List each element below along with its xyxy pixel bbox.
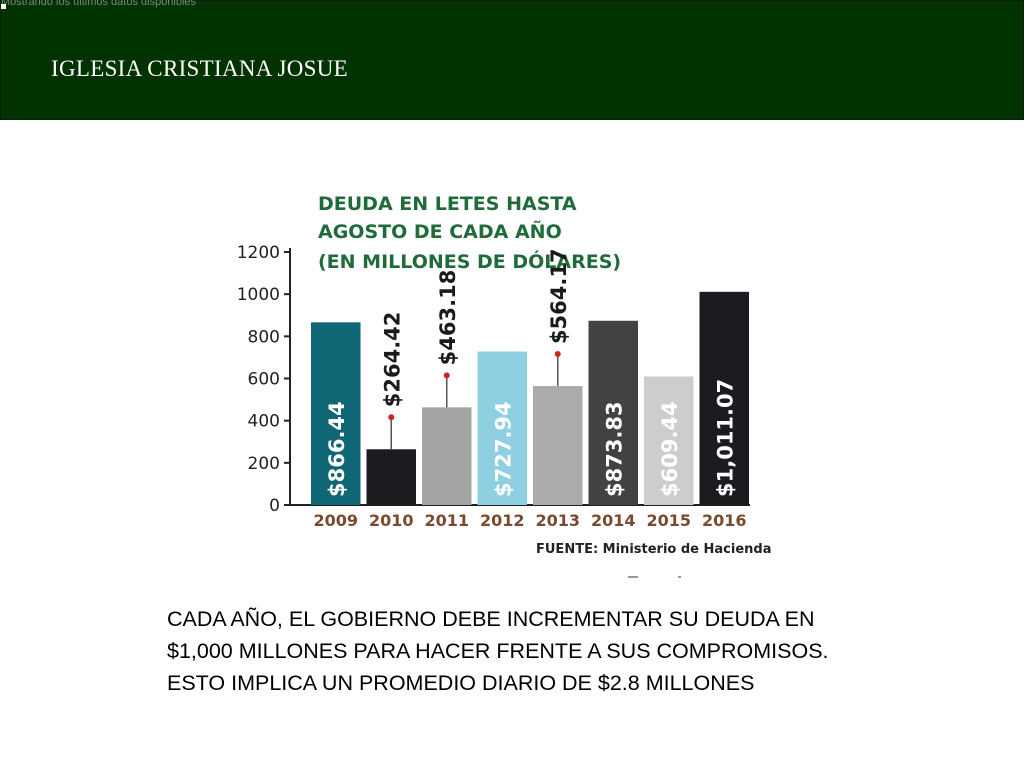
slide-title: IGLESIA CRISTIANA JOSUE bbox=[51, 56, 348, 81]
bar-2016 bbox=[699, 291, 749, 505]
value-label-2011: $463.18 bbox=[436, 270, 460, 366]
y-tick-label: 0 bbox=[269, 496, 280, 516]
value-label-2009: $866.44 bbox=[325, 401, 349, 497]
chart-source: FUENTE: Ministerio de Hacienda bbox=[536, 542, 771, 557]
value-label-dot bbox=[554, 351, 561, 358]
bar-2013 bbox=[533, 386, 583, 505]
category-label: 2015 bbox=[646, 511, 691, 530]
bar-2012 bbox=[477, 351, 527, 505]
category-label: 2011 bbox=[424, 511, 469, 530]
chart-title-line-1: DEUDA EN LETES HASTA bbox=[318, 193, 577, 215]
body-line-1: CADA AÑO, EL GOBIERNO DEBE INCREMENTAR S… bbox=[167, 607, 815, 631]
chart-bars: $866.44 $264.42 $463.18 $727.94 $564.17 $873.… bbox=[311, 248, 749, 505]
body-text: CADA AÑO, EL GOBIERNO DEBE INCREMENTAR S… bbox=[167, 603, 987, 699]
category-label: 2014 bbox=[591, 511, 636, 530]
bar-2015 bbox=[644, 376, 694, 505]
value-label-2013: $564.17 bbox=[547, 248, 571, 344]
debt-chart: DEUDA EN LETES HASTA AGOSTO DE CADA AÑO … bbox=[228, 180, 788, 585]
bar-2009 bbox=[311, 322, 361, 505]
category-label: 2013 bbox=[535, 511, 580, 530]
y-tick-label: 600 bbox=[248, 370, 280, 390]
chart-svg: DEUDA EN LETES HASTA AGOSTO DE CADA AÑO … bbox=[237, 193, 771, 578]
value-label-2015: $609.44 bbox=[658, 401, 682, 497]
category-label: 2016 bbox=[702, 511, 747, 530]
header-marker bbox=[1, 4, 6, 9]
chart-title-line-2: AGOSTO DE CADA AÑO bbox=[318, 219, 562, 243]
value-label-2014: $873.83 bbox=[602, 401, 626, 497]
value-label-2012: $727.94 bbox=[491, 401, 515, 497]
chart-categories: 2009 2010 2011 2012 2013 2014 2015 2016 bbox=[313, 511, 746, 530]
value-label-dot bbox=[443, 372, 450, 379]
bar-2014 bbox=[588, 320, 638, 505]
y-tick-label: 1200 bbox=[237, 243, 280, 263]
category-label: 2009 bbox=[313, 511, 358, 530]
bar-2011 bbox=[422, 407, 472, 505]
y-tick-label: 400 bbox=[248, 412, 280, 432]
body-line-3: ESTO IMPLICA UN PROMEDIO DIARIO DE $2.8 … bbox=[167, 671, 755, 695]
value-label-2016: $1,011.07 bbox=[713, 379, 737, 497]
y-tick-label: 800 bbox=[248, 327, 280, 347]
bar-2010 bbox=[366, 449, 416, 505]
header-band: Mostrando los últimos datos disponibles … bbox=[0, 0, 1024, 120]
value-label-2010: $264.42 bbox=[380, 312, 404, 408]
y-tick-label: 1000 bbox=[237, 285, 280, 305]
value-label-dot bbox=[388, 414, 395, 421]
y-tick-label: 200 bbox=[248, 454, 280, 474]
body-line-2: $1,000 MILLONES PARA HACER FRENTE A SUS … bbox=[167, 639, 829, 663]
chart-title-line-3: (EN MILLONES DE DÓLARES) bbox=[318, 249, 621, 273]
chart-axes: 0 200 400 600 800 1000 1200 bbox=[237, 243, 750, 516]
header-caption: Mostrando los últimos datos disponibles bbox=[1, 0, 197, 8]
category-label: 2012 bbox=[480, 511, 525, 530]
category-label: 2010 bbox=[369, 511, 414, 530]
